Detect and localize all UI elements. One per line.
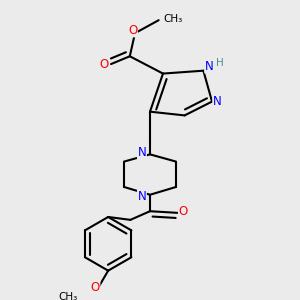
Text: N: N [137,146,146,159]
Text: O: O [178,205,188,218]
Text: N: N [137,190,146,203]
Text: O: O [99,58,109,70]
Text: H: H [216,58,224,68]
Text: CH₃: CH₃ [163,14,182,24]
Text: O: O [128,24,137,37]
Text: N: N [213,95,222,108]
Text: O: O [91,281,100,295]
Text: N: N [205,60,214,73]
Text: CH₃: CH₃ [58,292,78,300]
